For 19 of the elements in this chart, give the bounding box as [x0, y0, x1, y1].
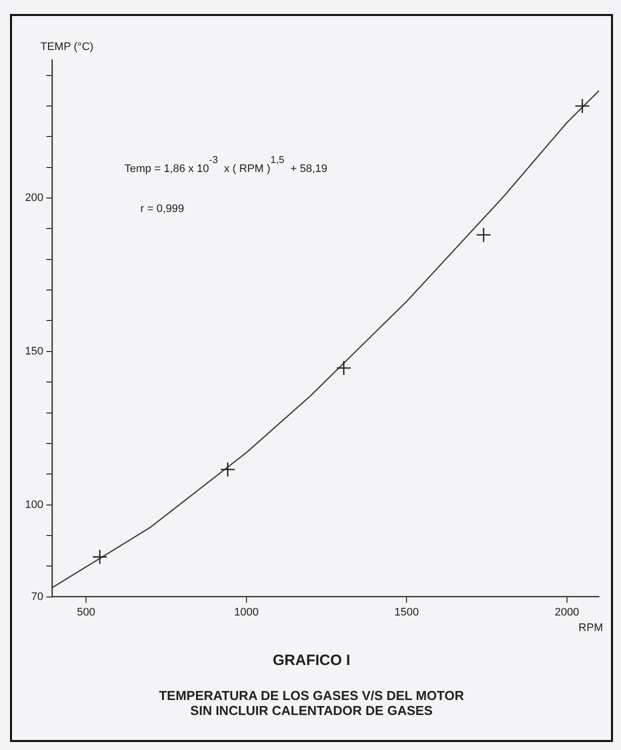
- text: TEMPERATURA DE LOS GASES V/S DEL MOTOR SIN INCLUIR CALENTADOR DE GASES: [158, 688, 466, 718]
- x-tick-label: 1500: [394, 606, 419, 618]
- y-axis-title: TEMP (°C): [40, 41, 94, 53]
- y-tick-label: 150: [24, 345, 44, 358]
- y-tick-label: 200: [24, 192, 44, 204]
- point: [92, 549, 108, 565]
- x-tick-label: 1000: [234, 606, 259, 618]
- text: GRAFICO I: [272, 652, 352, 669]
- y-tick-label: 70: [31, 590, 44, 603]
- x-tick-label: 2000: [554, 606, 580, 618]
- point: [574, 98, 590, 114]
- point: [220, 462, 236, 478]
- x-axis-title: RPM: [578, 622, 603, 634]
- y-tick-label: 100: [24, 498, 44, 511]
- point: [476, 227, 492, 242]
- annotation: r = 0,999: [140, 203, 184, 215]
- point: [336, 360, 352, 376]
- x-tick-label: 500: [76, 606, 96, 618]
- annotation: Temp = 1,86 x 10-3 x ( RPM )1,5 + 58,19: [124, 155, 328, 175]
